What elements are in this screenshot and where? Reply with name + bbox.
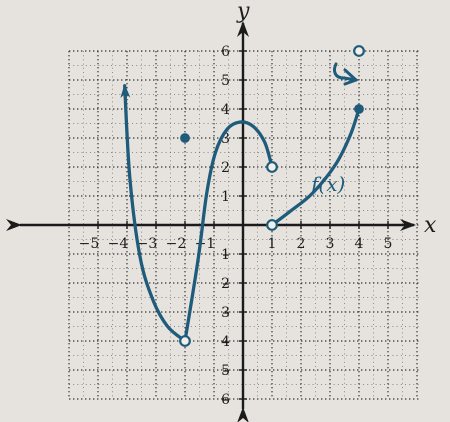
x-tick-label: 4 (355, 236, 364, 252)
open-point-1-0 (266, 219, 278, 231)
open-point-neg2-neg4 (179, 335, 191, 347)
x-tick-label: −3 (137, 236, 158, 252)
x-tick-label: −1 (195, 236, 216, 252)
y-tick-label: 3 (221, 131, 230, 147)
y-tick-label: 1 (221, 189, 230, 205)
x-tick-label: 5 (384, 236, 393, 252)
y-tick-label: 2 (221, 160, 230, 176)
open-point-1-2 (266, 161, 278, 173)
function-label: f(x) (309, 172, 345, 196)
y-axis-label: y (236, 0, 250, 24)
x-tick-label: −5 (79, 236, 100, 252)
curve-left-branch (120, 83, 187, 343)
y-tick-label: 4 (221, 102, 230, 118)
solid-point-4-4 (354, 104, 364, 114)
x-tick-label: 1 (268, 236, 277, 252)
x-tick-label: −4 (108, 236, 129, 252)
open-point-4-6 (353, 45, 365, 57)
curve-right-branch (270, 107, 361, 227)
x-tick-label: 2 (297, 236, 306, 252)
function-points (179, 45, 365, 347)
solid-point-neg2-3 (180, 133, 190, 143)
function-curve (120, 83, 361, 343)
x-axis-label: x (424, 213, 437, 238)
y-tick-label: 6 (221, 44, 230, 60)
x-tick-label: −2 (166, 236, 187, 252)
curve-middle-branch (183, 120, 274, 343)
hook-arrow-icon (333, 62, 358, 86)
x-tick-label: 3 (326, 236, 335, 252)
y-tick-label: 5 (221, 73, 230, 89)
axes: x y (6, 0, 437, 422)
